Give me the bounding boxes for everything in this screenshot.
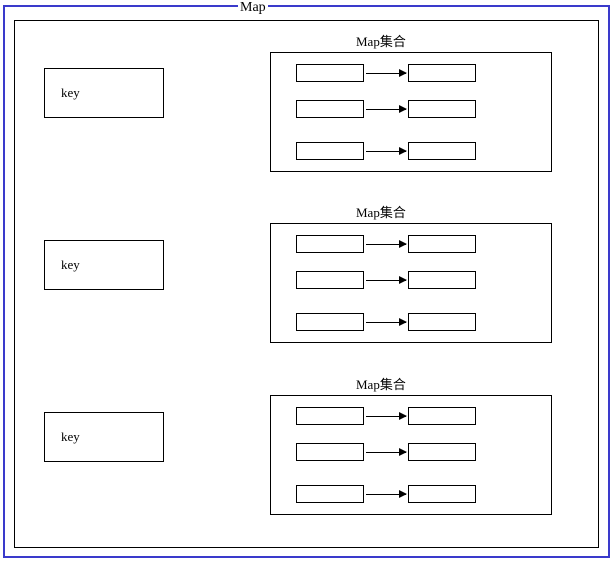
entry-pair-row xyxy=(296,407,476,425)
entry-value-box xyxy=(408,271,476,289)
entry-key-box xyxy=(296,64,364,82)
entry-value-box xyxy=(408,142,476,160)
arrow-icon xyxy=(366,151,406,152)
map-collection-label: Map集合 xyxy=(356,374,406,393)
arrow-icon xyxy=(366,416,406,417)
entry-key-box xyxy=(296,407,364,425)
arrow-icon xyxy=(366,452,406,453)
entry-pair-row xyxy=(296,142,476,160)
arrow-icon xyxy=(366,322,406,323)
entry-key-box xyxy=(296,443,364,461)
entry-key-box xyxy=(296,235,364,253)
key-box: key xyxy=(44,240,164,290)
entry-pair-row xyxy=(296,313,476,331)
diagram-title: Map xyxy=(238,0,268,16)
entry-key-box xyxy=(296,313,364,331)
entry-pair-row xyxy=(296,271,476,289)
entry-value-box xyxy=(408,100,476,118)
entry-pair-row xyxy=(296,443,476,461)
entry-pair-row xyxy=(296,64,476,82)
entry-pair-row xyxy=(296,100,476,118)
arrow-icon xyxy=(366,73,406,74)
entry-key-box xyxy=(296,142,364,160)
entry-value-box xyxy=(408,235,476,253)
arrow-icon xyxy=(366,244,406,245)
map-collection-label: Map集合 xyxy=(356,31,406,50)
arrow-icon xyxy=(366,280,406,281)
key-box: key xyxy=(44,412,164,462)
entry-pair-row xyxy=(296,485,476,503)
map-collection-label: Map集合 xyxy=(356,202,406,221)
entry-value-box xyxy=(408,485,476,503)
arrow-icon xyxy=(366,109,406,110)
entry-value-box xyxy=(408,407,476,425)
diagram-canvas: Map key Map集合 key Map集合 key Map集合 xyxy=(0,0,613,561)
entry-key-box xyxy=(296,100,364,118)
entry-pair-row xyxy=(296,235,476,253)
entry-key-box xyxy=(296,271,364,289)
key-box: key xyxy=(44,68,164,118)
entry-value-box xyxy=(408,313,476,331)
entry-key-box xyxy=(296,485,364,503)
arrow-icon xyxy=(366,494,406,495)
entry-value-box xyxy=(408,64,476,82)
entry-value-box xyxy=(408,443,476,461)
